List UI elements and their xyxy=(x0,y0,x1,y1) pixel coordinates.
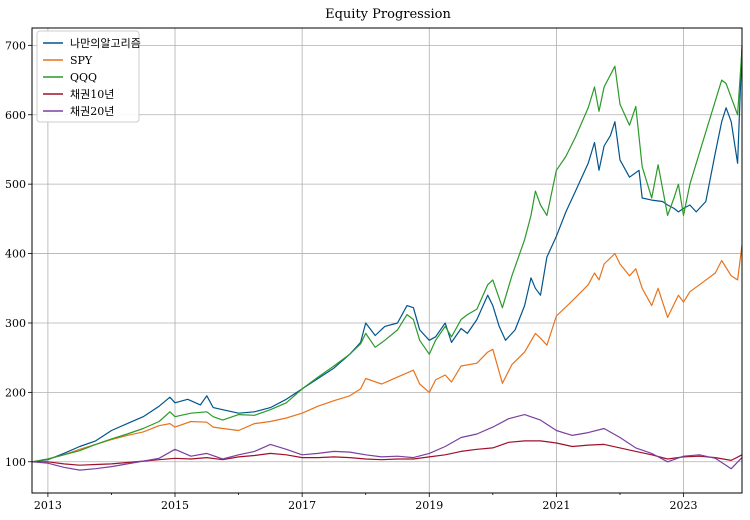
series-line-5 xyxy=(31,414,743,471)
plot-frame xyxy=(31,27,743,494)
grid xyxy=(32,28,742,493)
series-line-1 xyxy=(31,45,743,463)
series-line-3 xyxy=(31,48,743,463)
y-tick-label: 300 xyxy=(5,317,26,330)
x-tick-label: 2023 xyxy=(670,499,698,512)
x-tick-label: 2021 xyxy=(542,499,570,512)
y-tick-label: 200 xyxy=(5,386,26,399)
x-tick-label: 2015 xyxy=(161,499,189,512)
legend-label: QQQ xyxy=(70,71,97,84)
x-tick-label: 2017 xyxy=(288,499,316,512)
series-line-2 xyxy=(31,245,743,463)
x-axis: 2013 2015 2017 2019 2021 2023 xyxy=(34,493,698,512)
y-tick-label: 500 xyxy=(5,178,26,191)
series-layer xyxy=(31,45,743,471)
x-tick-label: 2019 xyxy=(415,499,443,512)
series-line-4 xyxy=(32,440,743,466)
legend-label: 채권20년 xyxy=(70,105,114,118)
legend-box xyxy=(36,30,140,123)
y-axis: 100 200 300 400 500 600 700 xyxy=(5,39,32,469)
y-tick-label: 600 xyxy=(5,109,26,122)
x-tick-label: 2013 xyxy=(34,499,62,512)
legend-label: 채권10년 xyxy=(70,88,114,101)
legend-label: 나만의알고리즘 xyxy=(70,36,141,50)
legend-label: SPY xyxy=(70,54,93,67)
chart-title: Equity Progression xyxy=(325,7,451,22)
y-tick-label: 400 xyxy=(5,248,26,261)
y-tick-label: 700 xyxy=(5,39,26,52)
y-tick-label: 100 xyxy=(5,456,26,469)
